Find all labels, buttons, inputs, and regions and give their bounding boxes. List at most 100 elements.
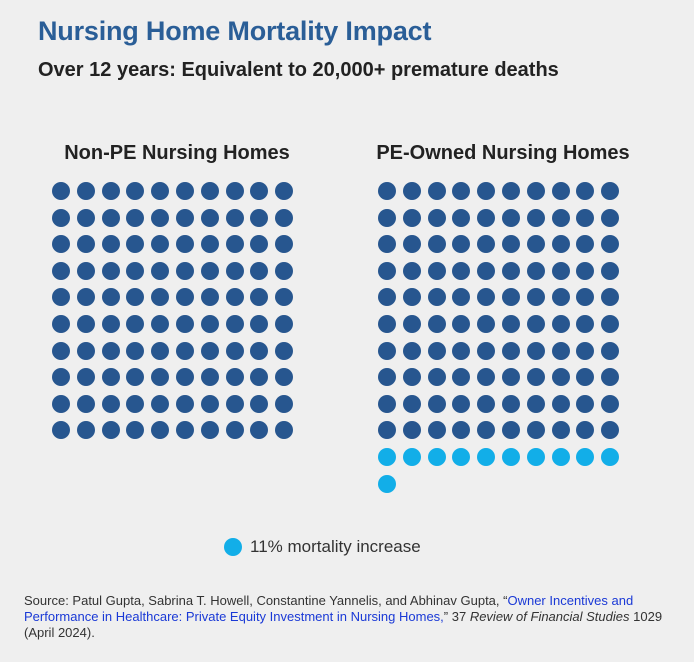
- waffle-dot-base: [200, 208, 219, 227]
- waffle-dot-base: [176, 182, 194, 200]
- waffle-dot-base: [250, 315, 269, 333]
- waffle-dot-base: [551, 182, 570, 200]
- waffle-dot-base: [101, 288, 120, 307]
- waffle-dot-base: [452, 368, 471, 387]
- waffle-dot-base: [576, 394, 595, 413]
- waffle-dot-base: [275, 208, 294, 227]
- waffle-dot-base: [200, 182, 219, 200]
- waffle-dot-base: [378, 261, 396, 280]
- waffle-dot-base: [126, 341, 145, 360]
- waffle-dot-base: [427, 182, 446, 200]
- waffle-dot-base: [502, 261, 520, 280]
- chart-title: Nursing Home Mortality Impact: [38, 16, 432, 46]
- waffle-dot-base: [378, 368, 396, 387]
- waffle-dot-base: [477, 261, 496, 280]
- waffle-dot-base: [151, 182, 170, 200]
- waffle-dot-base: [101, 261, 120, 280]
- waffle-dot-base: [551, 235, 570, 254]
- waffle-dot-base: [427, 315, 446, 333]
- waffle-dot-base: [402, 235, 421, 254]
- waffle-dot-base: [452, 235, 471, 254]
- waffle-dot-increase: [601, 448, 620, 466]
- waffle-dot-base: [225, 261, 244, 280]
- waffle-dot-base: [502, 368, 520, 387]
- waffle-dot-base: [402, 394, 421, 413]
- waffle-dot-increase: [576, 448, 595, 466]
- waffle-dot-increase: [378, 448, 396, 466]
- waffle-dot-base: [101, 182, 120, 200]
- waffle-dot-base: [151, 341, 170, 360]
- waffle-dot-increase: [477, 448, 496, 466]
- waffle-dot-base: [452, 288, 471, 307]
- waffle-dot-base: [477, 288, 496, 307]
- waffle-dot-base: [601, 288, 620, 307]
- waffle-dot-base: [526, 315, 545, 333]
- waffle-dot-base: [101, 341, 120, 360]
- waffle-dot-base: [526, 368, 545, 387]
- waffle-dot-base: [76, 341, 95, 360]
- waffle-dot-base: [477, 182, 496, 200]
- waffle-dot-base: [151, 261, 170, 280]
- waffle-dot-base: [378, 341, 396, 360]
- waffle-dot-base: [151, 208, 170, 227]
- waffle-dot-base: [576, 261, 595, 280]
- waffle-dot-base: [52, 421, 70, 440]
- waffle-dot-base: [151, 315, 170, 333]
- waffle-dot-base: [601, 182, 620, 200]
- waffle-dot-base: [378, 315, 396, 333]
- waffle-dot-base: [378, 208, 396, 227]
- waffle-dot-base: [225, 368, 244, 387]
- waffle-dot-base: [126, 235, 145, 254]
- waffle-dot-base: [477, 208, 496, 227]
- waffle-dot-base: [576, 368, 595, 387]
- waffle-dot-base: [101, 394, 120, 413]
- waffle-dot-base: [275, 341, 294, 360]
- waffle-dot-increase: [427, 448, 446, 466]
- waffle-dot-base: [601, 394, 620, 413]
- waffle-dot-base: [477, 368, 496, 387]
- waffle-dot-base: [402, 368, 421, 387]
- waffle-dot-base: [526, 394, 545, 413]
- waffle-dot-base: [452, 208, 471, 227]
- waffle-dot-base: [576, 182, 595, 200]
- waffle-dot-base: [576, 421, 595, 440]
- waffle-dot-base: [101, 368, 120, 387]
- waffle-dot-base: [52, 341, 70, 360]
- legend: 11% mortality increase: [224, 537, 421, 557]
- waffle-dot-base: [200, 421, 219, 440]
- waffle-dot-base: [101, 235, 120, 254]
- waffle-dot-base: [176, 394, 194, 413]
- waffle-dot-base: [151, 368, 170, 387]
- waffle-dot-base: [101, 315, 120, 333]
- waffle-dot-base: [76, 235, 95, 254]
- waffle-dot-base: [477, 341, 496, 360]
- waffle-dot-base: [551, 315, 570, 333]
- waffle-dot-base: [477, 235, 496, 254]
- waffle-dot-base: [176, 368, 194, 387]
- waffle-dot-base: [76, 368, 95, 387]
- waffle-dot-base: [151, 421, 170, 440]
- waffle-dot-base: [76, 288, 95, 307]
- source-article-link[interactable]: Owner Incentives and Performance in Heal…: [24, 593, 634, 624]
- waffle-dot-base: [52, 315, 70, 333]
- waffle-dot-increase: [502, 448, 520, 466]
- waffle-dot-base: [576, 315, 595, 333]
- waffle-dot-base: [126, 368, 145, 387]
- waffle-dot-base: [477, 315, 496, 333]
- waffle-dot-base: [151, 235, 170, 254]
- waffle-dot-increase: [526, 448, 545, 466]
- waffle-dot-base: [402, 208, 421, 227]
- waffle-dot-base: [502, 421, 520, 440]
- legend-label: 11% mortality increase: [250, 537, 421, 556]
- waffle-dot-base: [200, 341, 219, 360]
- waffle-dot-base: [576, 341, 595, 360]
- waffle-dot-base: [52, 261, 70, 280]
- waffle-dot-base: [250, 341, 269, 360]
- waffle-dot-base: [275, 368, 294, 387]
- waffle-dot-base: [601, 341, 620, 360]
- waffle-dot-base: [576, 208, 595, 227]
- waffle-dot-base: [427, 288, 446, 307]
- waffle-dot-base: [402, 261, 421, 280]
- waffle-dot-base: [200, 315, 219, 333]
- waffle-dot-base: [502, 288, 520, 307]
